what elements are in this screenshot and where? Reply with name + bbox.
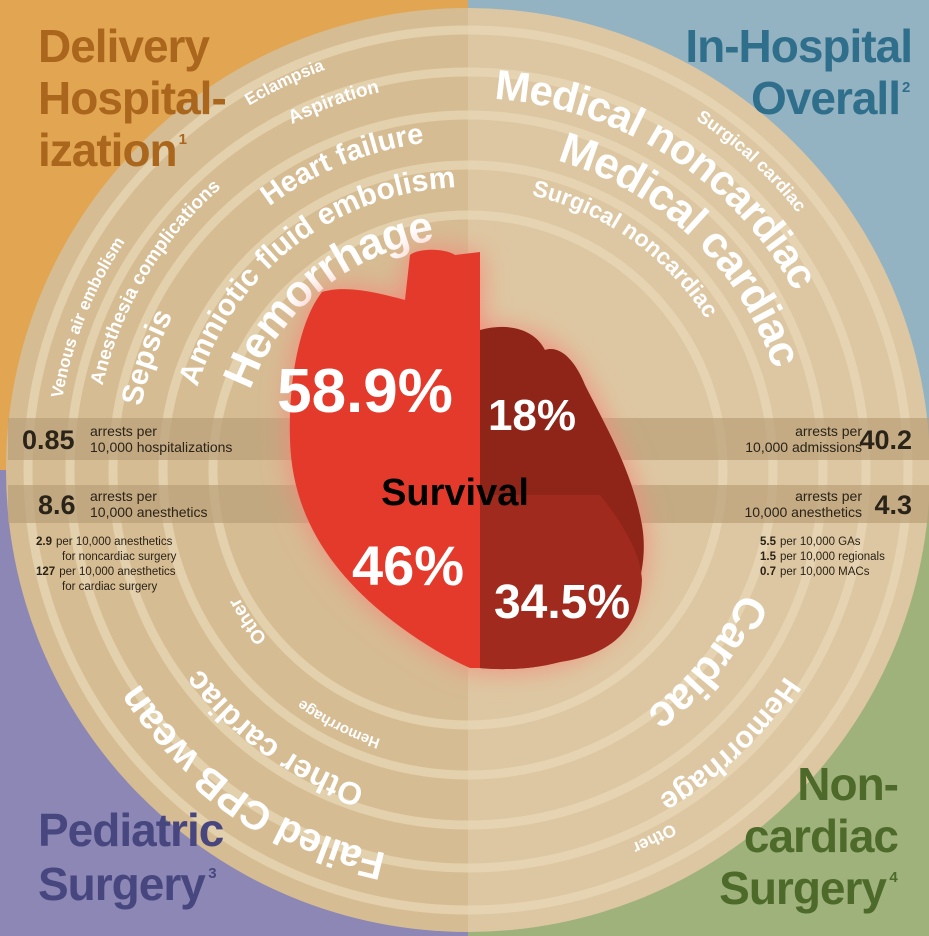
footnote: 4 <box>889 869 898 886</box>
quadrant-title: Hospital- <box>38 72 226 124</box>
infographic: HemorrhageAmniotic fluid embolismSepsisH… <box>0 0 929 936</box>
stat-text: 10,000 anesthetics <box>90 504 208 520</box>
quadrant-title: Overall <box>751 72 900 124</box>
stat-text: 10,000 hospitalizations <box>90 439 232 455</box>
center-label: Survival <box>381 472 529 514</box>
survival: 18% <box>488 391 576 440</box>
stat-value: 40.2 <box>859 425 912 455</box>
quadrant-title: Surgery <box>38 858 206 910</box>
survival: 34.5% <box>494 576 630 629</box>
detail: for noncardiac surgery <box>62 551 177 563</box>
stat-value: 0.85 <box>22 425 75 455</box>
quadrant-title: ization <box>38 124 177 176</box>
stat-value: 4.3 <box>874 490 912 520</box>
quadrant-title: Delivery <box>38 20 210 72</box>
stat-text: 10,000 admissions <box>745 439 862 455</box>
stat-text: arrests per <box>90 488 157 504</box>
survival: 58.9% <box>277 357 453 426</box>
detail: for cardiac surgery <box>62 581 157 593</box>
stat-text: arrests per <box>795 488 862 504</box>
footnote: 1 <box>179 131 187 148</box>
quadrant-title: Non- <box>797 758 898 810</box>
stat-value: 8.6 <box>38 490 76 520</box>
survival: 46% <box>352 534 464 597</box>
quadrant-title: cardiac <box>744 810 899 862</box>
stat-text: arrests per <box>90 423 157 439</box>
footnote: 2 <box>902 79 910 96</box>
quadrant-title: In-Hospital <box>685 20 912 72</box>
stat-text: arrests per <box>795 423 862 439</box>
footnote: 3 <box>208 865 216 882</box>
quadrant-title: Pediatric <box>38 804 224 856</box>
quadrant-title: Surgery <box>719 862 887 914</box>
stat-text: 10,000 anesthetics <box>744 504 862 520</box>
